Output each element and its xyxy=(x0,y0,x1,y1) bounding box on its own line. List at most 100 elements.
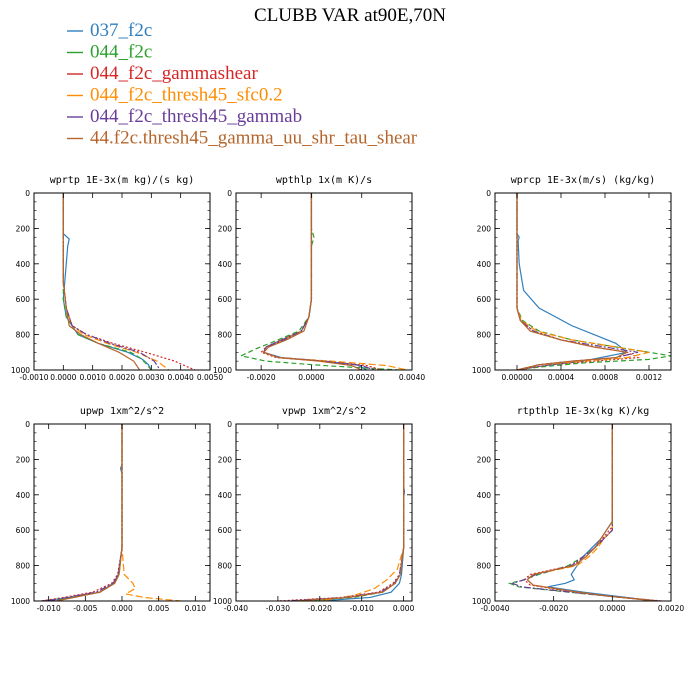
y-tick-label: 600 xyxy=(16,526,31,535)
y-tick-label: 200 xyxy=(477,455,492,464)
series-line xyxy=(262,193,368,370)
y-tick-label: 800 xyxy=(16,562,31,571)
y-tick-label: 1000 xyxy=(213,597,232,606)
x-tick-label: 0.0050 xyxy=(197,373,223,382)
legend-entry: 044_f2c xyxy=(67,42,152,63)
x-tick-label: -0.0020 xyxy=(539,604,568,613)
panel-title: wpthlp 1x(m K)/s xyxy=(276,175,372,186)
y-tick-label: 200 xyxy=(477,224,492,233)
series-line xyxy=(121,424,181,601)
panel-title: wprtp 1E-3x(m kg)/(s kg) xyxy=(50,175,195,186)
x-tick-label: 0.0008 xyxy=(592,373,618,382)
panel-4: upwp 1xm^2/s^2 0 200 400 600 800 1000 -0.010 -0.… xyxy=(11,406,211,613)
panel-title: wprcp 1E-3x(m/s) (kg/kg) xyxy=(511,175,656,186)
series-line xyxy=(239,193,400,370)
y-tick-label: 400 xyxy=(477,491,492,500)
panel-3: wprcp 1E-3x(m/s) (kg/kg) 0 200 400 600 800 100… xyxy=(472,175,672,382)
series-line xyxy=(526,424,657,601)
x-tick-label: -0.040 xyxy=(224,604,248,613)
x-tick-label: 0.0040 xyxy=(399,373,425,382)
x-tick-label: 0.0020 xyxy=(109,373,135,382)
x-tick-label: 0.000 xyxy=(393,604,415,613)
series-group xyxy=(41,424,181,601)
y-tick-label: 800 xyxy=(16,331,31,340)
x-tick-label: 0.0020 xyxy=(349,373,375,382)
y-tick-label: 1000 xyxy=(213,366,232,375)
series-line xyxy=(523,424,663,601)
legend-label: 44.f2c.thresh45_gamma_uu_shr_tau_shear xyxy=(90,128,418,149)
plot-frame xyxy=(235,192,413,371)
legend-entry: 44.f2c.thresh45_gamma_uu_shr_tau_shear xyxy=(67,128,418,149)
plot-frame xyxy=(33,192,211,371)
series-line xyxy=(286,424,405,601)
panel-1: wprtp 1E-3x(m kg)/(s kg) 0 200 400 600 800 100… xyxy=(11,175,223,382)
x-tick-label: -0.0010 xyxy=(20,373,49,382)
series-line xyxy=(62,193,141,370)
y-tick-label: 600 xyxy=(477,526,492,535)
legend: 037_f2c044_f2c044_f2c_gammashear044_f2c_… xyxy=(67,20,418,149)
y-tick-label: 600 xyxy=(477,295,492,304)
x-tick-label: 0.0000 xyxy=(599,604,625,613)
x-tick-label: 0.0004 xyxy=(548,373,574,382)
legend-entry: 037_f2c xyxy=(67,20,152,41)
legend-label: 037_f2c xyxy=(90,20,152,41)
panel-5: vpwp 1xm^2/s^2 0 200 400 600 800 1000-0.040 -0.… xyxy=(213,406,415,613)
x-tick-label: -0.0040 xyxy=(481,604,510,613)
legend-label: 044_f2c_gammashear xyxy=(90,63,258,84)
x-tick-label: 0.0040 xyxy=(168,373,194,382)
y-tick-label: 0 xyxy=(227,189,232,198)
y-tick-label: 0 xyxy=(227,420,232,429)
y-tick-label: 0 xyxy=(25,420,30,429)
x-tick-label: -0.0020 xyxy=(247,373,276,382)
y-tick-label: 0 xyxy=(486,420,491,429)
series-line xyxy=(41,424,123,601)
y-tick-label: 400 xyxy=(218,491,233,500)
series-line xyxy=(547,424,657,601)
x-tick-label: -0.005 xyxy=(73,604,97,613)
x-tick-label: -0.010 xyxy=(350,604,374,613)
legend-label: 044_f2c_thresh45_gammab xyxy=(90,106,302,127)
series-line xyxy=(277,424,405,601)
series-group xyxy=(516,193,671,370)
y-tick-label: 600 xyxy=(218,295,233,304)
y-tick-label: 600 xyxy=(16,295,31,304)
x-tick-label: 0.0000 xyxy=(298,373,324,382)
panel-title: rtpthlp 1E-3x(kg K)/kg xyxy=(517,406,649,417)
y-tick-label: 800 xyxy=(477,331,492,340)
series-line xyxy=(262,193,362,370)
y-tick-label: 400 xyxy=(477,260,492,269)
plot-frame xyxy=(235,423,413,602)
y-tick-label: 800 xyxy=(218,562,233,571)
figure-title: CLUBB VAR at90E,70N xyxy=(254,5,446,26)
x-tick-label: 0.0000 xyxy=(50,373,76,382)
series-line xyxy=(294,424,405,601)
panel-2: wpthlp 1x(m K)/s 0 200 400 600 800 1000 -0.0020… xyxy=(213,175,425,382)
legend-entry: 044_f2c_thresh45_sfc0.2 xyxy=(67,85,283,106)
series-line xyxy=(41,424,123,601)
y-tick-label: 0 xyxy=(486,189,491,198)
series-line xyxy=(516,193,650,370)
y-tick-label: 1000 xyxy=(11,597,30,606)
plot-frame xyxy=(494,423,672,602)
x-tick-label: 0.0012 xyxy=(636,373,662,382)
x-tick-label: 0.0020 xyxy=(658,604,684,613)
y-tick-label: 200 xyxy=(218,224,233,233)
series-group xyxy=(62,193,196,370)
x-tick-label: -0.020 xyxy=(308,604,332,613)
y-tick-label: 600 xyxy=(218,526,233,535)
series-line xyxy=(510,424,660,601)
series-line xyxy=(62,193,170,370)
series-group xyxy=(277,424,406,601)
y-tick-label: 200 xyxy=(16,224,31,233)
y-tick-label: 200 xyxy=(218,455,233,464)
series-line xyxy=(526,424,660,601)
y-tick-label: 200 xyxy=(16,455,31,464)
series-line xyxy=(298,424,405,601)
series-line xyxy=(262,193,408,370)
series-line xyxy=(55,424,123,601)
panel-title: vpwp 1xm^2/s^2 xyxy=(282,406,366,417)
panel-6: rtpthlp 1E-3x(kg K)/kg02004006008001000-… xyxy=(472,406,684,613)
series-line xyxy=(319,424,405,601)
x-tick-label: 0.00000 xyxy=(501,373,532,382)
x-tick-label: 0.0010 xyxy=(80,373,106,382)
